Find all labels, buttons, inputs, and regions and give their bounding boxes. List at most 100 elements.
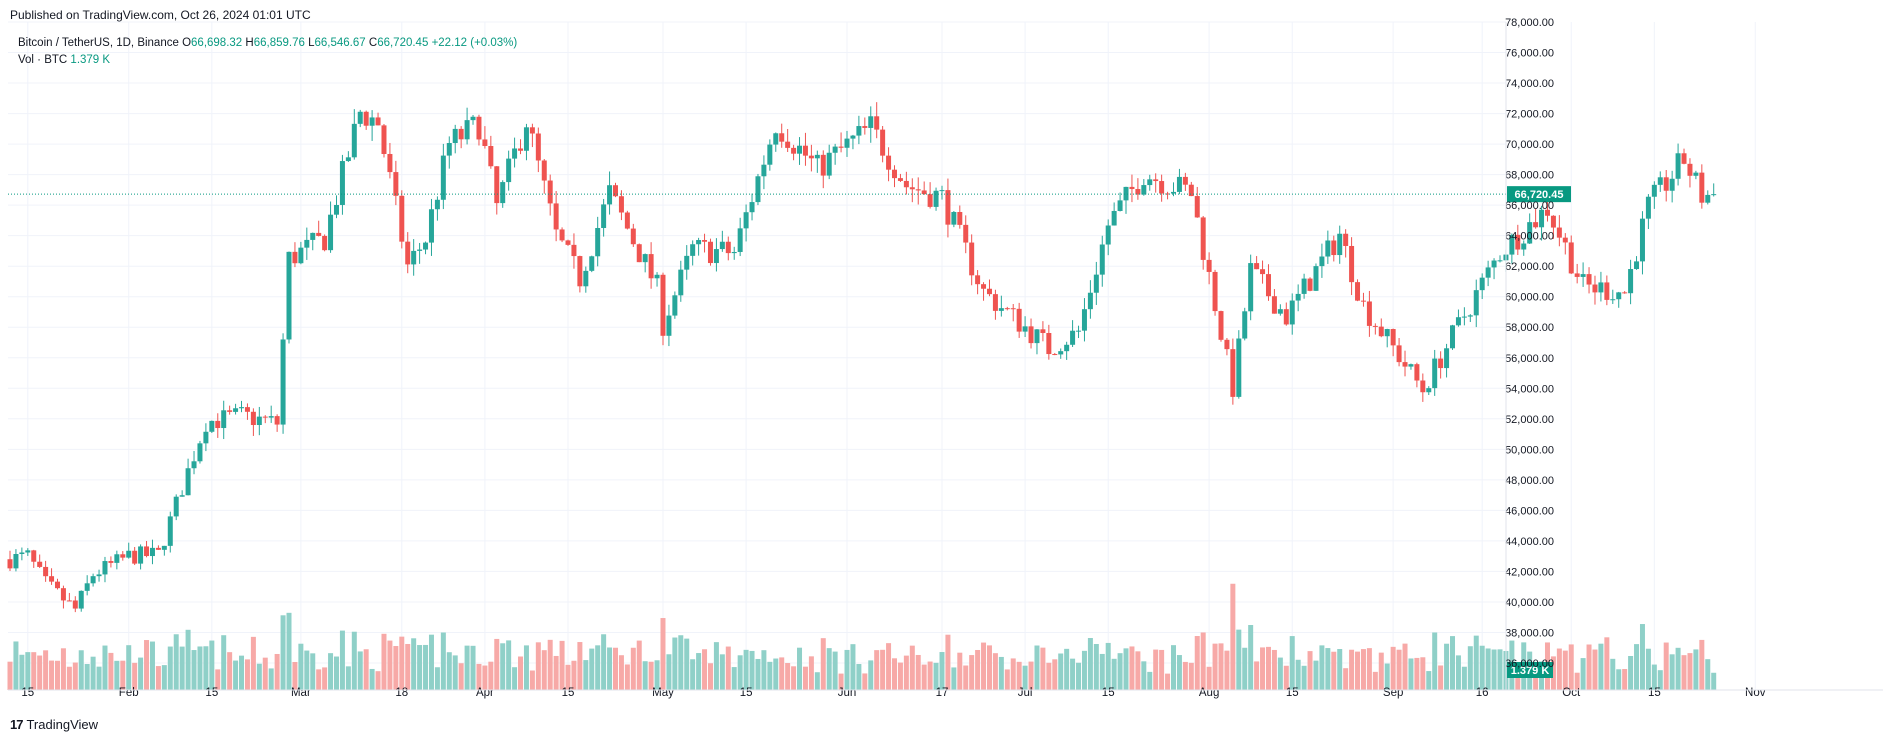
candle-body bbox=[933, 190, 939, 207]
volume-bar bbox=[1325, 648, 1331, 690]
volume-bar bbox=[1093, 644, 1099, 690]
candle-body bbox=[387, 153, 393, 173]
volume-bar bbox=[1402, 643, 1408, 690]
candle-body bbox=[1675, 153, 1681, 179]
volume-bar bbox=[1378, 652, 1384, 690]
volume-bar bbox=[1111, 658, 1117, 690]
candle-body bbox=[1349, 245, 1355, 283]
candle-body bbox=[690, 244, 696, 256]
candle-body bbox=[310, 232, 316, 240]
candle-body bbox=[797, 145, 803, 154]
volume-bar bbox=[1016, 661, 1022, 690]
candle-body bbox=[785, 141, 791, 148]
volume-bar bbox=[434, 667, 440, 690]
low-value: 66,546.67 bbox=[314, 37, 366, 49]
candle-body bbox=[571, 244, 577, 257]
volume-bar bbox=[1432, 632, 1438, 690]
candle-body bbox=[535, 133, 541, 161]
time-tick-label: May bbox=[652, 687, 674, 699]
symbol-label[interactable]: Bitcoin / TetherUS, 1D, Binance bbox=[18, 37, 179, 49]
candle-body bbox=[1580, 274, 1586, 277]
candle-body bbox=[1699, 172, 1705, 203]
volume-bar bbox=[1556, 648, 1562, 690]
volume-bar bbox=[749, 650, 755, 690]
candle-body bbox=[66, 600, 72, 602]
volume-bar bbox=[589, 648, 595, 690]
volume-bar bbox=[1586, 644, 1592, 690]
volume-bar bbox=[179, 646, 185, 690]
volume-bar bbox=[1485, 648, 1491, 690]
volume-bar bbox=[345, 666, 351, 690]
volume-bar bbox=[1337, 649, 1343, 690]
price-tick-label: 40,000.00 bbox=[1505, 597, 1554, 609]
volume-bar bbox=[43, 650, 49, 690]
tradingview-brand[interactable]: 17 TradingView bbox=[10, 717, 98, 732]
brand-name: TradingView bbox=[26, 717, 99, 732]
candle-body bbox=[1366, 301, 1372, 326]
volume-bar bbox=[13, 641, 19, 690]
volume-bar bbox=[761, 650, 767, 690]
candle-body bbox=[541, 160, 547, 181]
price-axis: 36,000.00 38,000.00 40,000.00 42,000.00 44,0… bbox=[1505, 17, 1554, 690]
candle-body bbox=[345, 157, 351, 162]
time-tick-label: Mar bbox=[291, 687, 311, 699]
candle-body bbox=[915, 189, 921, 191]
volume-bar bbox=[1349, 649, 1355, 690]
candle-body bbox=[1236, 338, 1242, 397]
volume-bar bbox=[963, 665, 969, 690]
price-tick-label: 56,000.00 bbox=[1505, 353, 1554, 365]
volume-bar bbox=[1711, 672, 1717, 690]
candle-body bbox=[1004, 308, 1010, 310]
volume-bar bbox=[244, 659, 250, 690]
volume-bar bbox=[423, 644, 429, 690]
volume-bar bbox=[559, 640, 565, 690]
volume-bar bbox=[1313, 660, 1319, 690]
candle-body bbox=[601, 204, 607, 229]
candle-body bbox=[1414, 364, 1420, 381]
volume-bar bbox=[1491, 649, 1497, 690]
candle-body bbox=[589, 256, 595, 271]
candle-body bbox=[1539, 209, 1545, 228]
volume-bar bbox=[1657, 670, 1663, 690]
volume-bar bbox=[850, 644, 856, 690]
candle-body bbox=[1473, 290, 1479, 316]
volume-bar bbox=[702, 649, 708, 690]
volume-bar bbox=[707, 663, 713, 690]
candle-body bbox=[1568, 242, 1574, 274]
candle-body bbox=[957, 211, 963, 225]
candle-body bbox=[1426, 388, 1432, 393]
candle-body bbox=[428, 209, 434, 243]
candle-body bbox=[161, 545, 167, 550]
volume-bar bbox=[31, 652, 37, 690]
volume-bar bbox=[250, 636, 256, 690]
candle-body bbox=[417, 249, 423, 251]
volume-bar bbox=[316, 669, 322, 690]
candle-body bbox=[244, 407, 250, 412]
volume-bar bbox=[7, 661, 13, 690]
candle-body bbox=[440, 155, 446, 200]
candle-body bbox=[897, 178, 903, 181]
time-tick-label: Feb bbox=[119, 687, 139, 699]
volume-label[interactable]: Vol · BTC bbox=[18, 54, 68, 66]
open-value: 66,698.32 bbox=[191, 37, 243, 49]
candle-body bbox=[927, 194, 933, 207]
time-axis: 15 Feb 15 Mar 18 Apr 15 May 15 Jun 17 Jul 15 Aug 15 Sep… bbox=[8, 687, 1883, 699]
time-tick-label: Jun bbox=[838, 687, 857, 699]
volume-bar bbox=[945, 634, 951, 690]
candle-body bbox=[1325, 240, 1331, 257]
candle-body bbox=[132, 550, 138, 564]
volume-bar bbox=[1141, 661, 1147, 690]
candle-body bbox=[1444, 348, 1450, 369]
volume-bar bbox=[233, 660, 239, 690]
candle-body bbox=[779, 133, 785, 142]
volume-bar bbox=[767, 661, 773, 690]
candle-body bbox=[1070, 330, 1076, 345]
volume-bar bbox=[1550, 656, 1556, 690]
candle-body bbox=[197, 443, 203, 462]
candle-body bbox=[749, 202, 755, 213]
volume-bar bbox=[713, 642, 719, 690]
candle-body bbox=[1438, 358, 1444, 369]
volume-bar bbox=[1420, 657, 1426, 690]
volume-bar bbox=[72, 662, 78, 690]
